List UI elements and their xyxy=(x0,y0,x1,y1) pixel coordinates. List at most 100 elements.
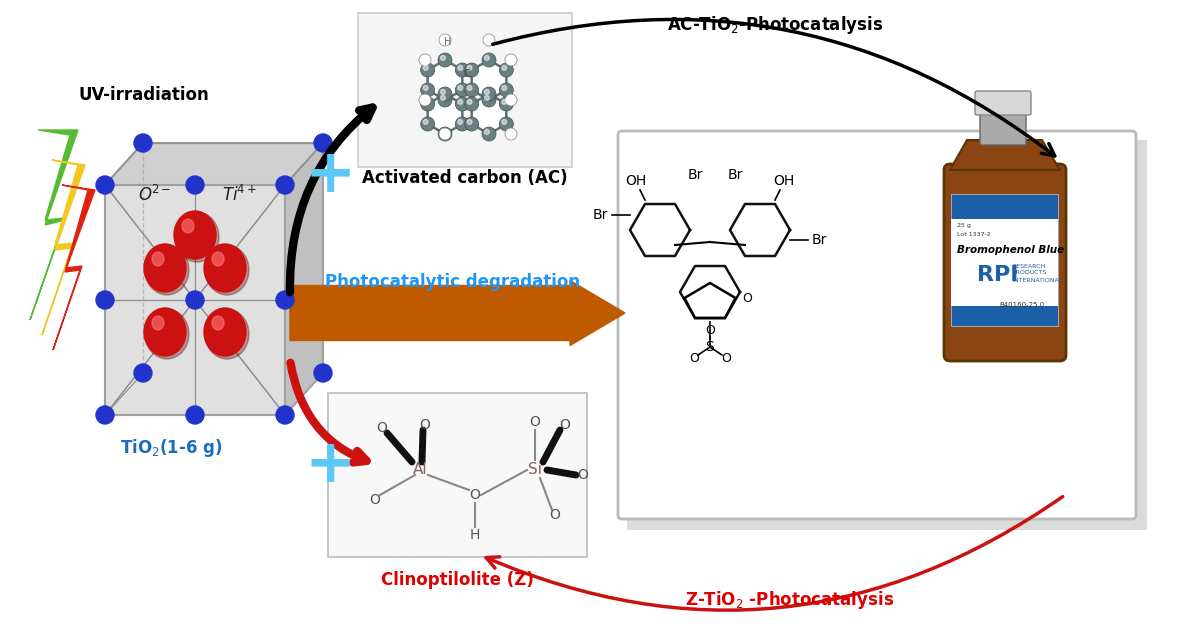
Text: Photocatalytic degradation: Photocatalytic degradation xyxy=(326,273,581,291)
FancyBboxPatch shape xyxy=(980,106,1026,145)
Ellipse shape xyxy=(145,309,189,359)
Circle shape xyxy=(467,120,472,125)
Text: O: O xyxy=(377,421,388,435)
Circle shape xyxy=(485,130,490,134)
Ellipse shape xyxy=(152,252,164,266)
Text: S: S xyxy=(705,340,715,354)
Text: Lot 1337-2: Lot 1337-2 xyxy=(956,233,991,237)
Circle shape xyxy=(440,95,445,100)
FancyBboxPatch shape xyxy=(328,393,587,557)
Ellipse shape xyxy=(182,219,194,233)
Circle shape xyxy=(277,406,294,424)
Circle shape xyxy=(499,117,514,131)
FancyBboxPatch shape xyxy=(627,140,1147,530)
Polygon shape xyxy=(472,94,506,134)
Text: O: O xyxy=(559,418,571,432)
Text: Ti$^{4+}$: Ti$^{4+}$ xyxy=(223,185,257,205)
Circle shape xyxy=(186,406,203,424)
Polygon shape xyxy=(427,94,462,134)
FancyBboxPatch shape xyxy=(944,164,1067,361)
Circle shape xyxy=(419,54,431,66)
FancyBboxPatch shape xyxy=(618,131,1136,519)
Circle shape xyxy=(499,63,514,77)
Text: O: O xyxy=(705,324,715,338)
Circle shape xyxy=(457,66,463,71)
Ellipse shape xyxy=(152,316,164,330)
Ellipse shape xyxy=(203,244,247,292)
Circle shape xyxy=(464,117,479,131)
Circle shape xyxy=(420,63,435,77)
Circle shape xyxy=(455,83,469,97)
Text: O: O xyxy=(370,493,381,507)
Circle shape xyxy=(502,99,506,104)
Text: Si: Si xyxy=(528,462,542,478)
Text: +: + xyxy=(304,436,356,495)
Circle shape xyxy=(505,54,517,66)
Text: O: O xyxy=(420,418,431,432)
FancyBboxPatch shape xyxy=(950,219,1058,306)
Text: O: O xyxy=(578,468,589,482)
Ellipse shape xyxy=(212,252,224,266)
Polygon shape xyxy=(42,160,85,335)
Circle shape xyxy=(467,99,472,104)
Text: O: O xyxy=(721,352,731,366)
Circle shape xyxy=(96,176,114,194)
Circle shape xyxy=(314,364,332,382)
Circle shape xyxy=(467,66,472,71)
Text: Z-TiO$_2$ -Photocatalysis: Z-TiO$_2$ -Photocatalysis xyxy=(686,589,894,611)
Text: O: O xyxy=(529,415,540,429)
Circle shape xyxy=(457,99,463,104)
Circle shape xyxy=(499,83,514,97)
Ellipse shape xyxy=(205,309,249,359)
Circle shape xyxy=(314,134,332,152)
Circle shape xyxy=(277,291,294,309)
Text: TiO$_2$(1-6 g): TiO$_2$(1-6 g) xyxy=(120,437,223,459)
Text: B40160-25.0: B40160-25.0 xyxy=(999,302,1045,308)
Circle shape xyxy=(423,120,429,125)
Circle shape xyxy=(482,87,496,101)
Circle shape xyxy=(464,83,479,97)
FancyBboxPatch shape xyxy=(950,194,1058,326)
Circle shape xyxy=(442,130,445,134)
Circle shape xyxy=(485,95,490,100)
Ellipse shape xyxy=(203,308,247,356)
Text: Activated carbon (AC): Activated carbon (AC) xyxy=(363,169,567,187)
Text: C: C xyxy=(463,69,470,79)
Circle shape xyxy=(421,56,425,60)
Polygon shape xyxy=(285,143,323,415)
Circle shape xyxy=(423,85,429,90)
Circle shape xyxy=(186,291,203,309)
FancyBboxPatch shape xyxy=(976,91,1031,115)
Circle shape xyxy=(464,63,479,77)
Circle shape xyxy=(464,97,479,111)
Text: Br: Br xyxy=(728,168,742,182)
Circle shape xyxy=(420,83,435,97)
Circle shape xyxy=(502,120,506,125)
Text: 25 g: 25 g xyxy=(956,223,971,228)
Polygon shape xyxy=(427,60,462,100)
Circle shape xyxy=(419,94,431,106)
Polygon shape xyxy=(53,185,95,350)
Circle shape xyxy=(484,34,496,46)
Text: O$^{2-}$: O$^{2-}$ xyxy=(139,185,171,205)
Circle shape xyxy=(96,406,114,424)
Circle shape xyxy=(457,85,463,90)
Circle shape xyxy=(502,66,506,71)
Circle shape xyxy=(505,128,517,140)
Text: RPI: RPI xyxy=(977,265,1019,285)
Text: H: H xyxy=(444,37,451,47)
Circle shape xyxy=(455,63,469,77)
Circle shape xyxy=(439,128,451,140)
Circle shape xyxy=(438,87,452,101)
Circle shape xyxy=(482,127,496,141)
Circle shape xyxy=(467,85,472,90)
FancyArrow shape xyxy=(290,280,625,345)
Text: Bromophenol Blue: Bromophenol Blue xyxy=(956,245,1064,255)
Polygon shape xyxy=(105,143,323,185)
Circle shape xyxy=(508,96,511,100)
Circle shape xyxy=(502,85,506,90)
Circle shape xyxy=(482,53,496,67)
Ellipse shape xyxy=(145,245,189,295)
Circle shape xyxy=(438,93,452,107)
Polygon shape xyxy=(30,130,78,320)
